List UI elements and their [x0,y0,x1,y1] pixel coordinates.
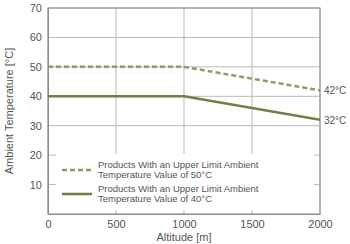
lines [48,67,320,120]
series-line [48,67,320,91]
y-tick: 30 [30,120,48,132]
y-tick: 10 [30,179,48,191]
y-axis: 10 20 30 40 50 60 70 [30,2,49,214]
plot: 0 500 1000 1500 2000 10 20 30 40 50 60 70 Products W… [30,2,333,230]
grid-line-y [48,125,320,126]
x-axis-line [49,214,321,215]
x-tick: 1000 [172,214,196,230]
legend-item: Products With an Upper Limit AmbientTemp… [62,183,259,204]
y-axis-title: Ambient Temperature [°C] [3,48,15,174]
y-tick-label: 30 [30,120,42,132]
x-axis: 0 500 1000 1500 2000 [45,214,332,230]
legend: Products With an Upper Limit AmbientTemp… [56,154,314,210]
y-tick: 20 [30,149,48,161]
y-tick-label: 10 [30,179,42,191]
chart: 0 500 1000 1500 2000 10 20 30 40 50 60 70 Products W… [0,0,350,244]
grid [48,8,320,214]
y-tick-label: 40 [30,90,42,102]
legend-swatch [62,169,92,172]
legend-label: Products With an Upper Limit AmbientTemp… [98,159,259,180]
legend-item: Products With an Upper Limit AmbientTemp… [62,159,259,180]
legend-label-line: Temperature Value of 50°C [98,169,212,180]
x-tick-label: 500 [107,218,125,230]
legend-label: Products With an Upper Limit AmbientTemp… [98,183,259,204]
y-tick: 60 [30,31,48,43]
x-tick: 2000 [308,214,332,230]
legend-label-line: Temperature Value of 40°C [98,193,212,204]
x-tick-label: 1500 [240,218,264,230]
series-line [48,96,320,120]
x-tick: 0 [45,214,51,230]
legend-swatch [62,193,92,196]
y-tick: 40 [30,90,48,102]
x-tick-label: 1000 [172,218,196,230]
y-tick: 70 [30,2,48,14]
x-tick-label: 2000 [308,218,332,230]
x-tick: 1500 [240,214,264,230]
annotation: 32°C [324,115,346,126]
x-tick: 500 [107,214,125,230]
plot-frame [48,8,320,214]
y-tick-label: 70 [30,2,42,14]
plot-background [48,8,320,214]
x-tick-label: 0 [45,218,51,230]
x-axis-title: Altitude [m] [156,231,211,243]
y-tick-label: 60 [30,31,42,43]
y-axis-line [48,9,49,215]
y-tick: 50 [30,61,48,73]
y-tick-label: 20 [30,149,42,161]
grid-line-y [48,37,320,38]
annotation: 42°C [324,85,346,96]
legend-background [56,154,314,210]
y-tick-label: 50 [30,61,42,73]
